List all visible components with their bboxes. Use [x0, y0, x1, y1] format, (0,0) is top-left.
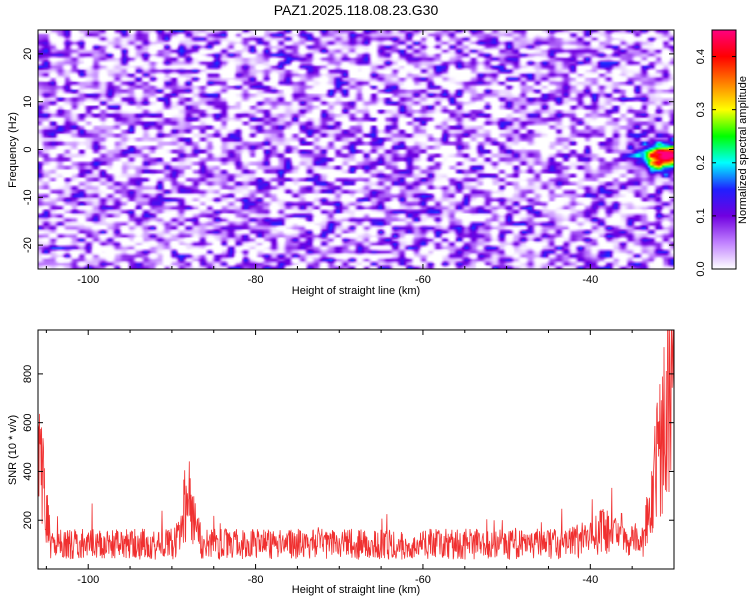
snr-panel: -100 -80 -60 -40 200 400 600 800 Height of str…: [7, 329, 675, 596]
snr-y-tick-label: 800: [22, 365, 34, 383]
snr-y-axis-label: SNR (10 * v/v): [7, 415, 19, 485]
spectrogram-x-tick-label: -80: [248, 274, 264, 286]
colorbar-tick-label: 0.2: [695, 155, 707, 170]
colorbar: 0.0 0.1 0.2 0.3 0.4 Normalized spectral ampl…: [695, 29, 749, 277]
snr-y-tick-label: 600: [22, 413, 34, 431]
snr-x-ticks: -100 -80 -60 -40: [45, 330, 675, 586]
spectrogram-y-tick-label: -20: [22, 237, 34, 253]
spectrogram-y-tick-label: -10: [22, 189, 34, 205]
spectrogram-y-tick-label: 10: [22, 96, 34, 108]
colorbar-tick-label: 0.0: [695, 261, 707, 276]
figure-title: PAZ1.2025.118.08.23.G30: [274, 2, 439, 18]
spectrogram-x-axis-label: Height of straight line (km): [292, 285, 420, 297]
snr-x-tick-label: -80: [248, 574, 264, 586]
spectrogram-y-ticks: -20 -10 0 10 20: [22, 48, 674, 253]
colorbar-tick-label: 0.1: [695, 208, 707, 223]
spectrogram-x-tick-label: -40: [582, 274, 598, 286]
colorbar-ticks: 0.0 0.1 0.2 0.3 0.4: [695, 49, 736, 277]
spectrogram-y-axis-label: Frequency (Hz): [7, 112, 19, 188]
snr-y-ticks: 200 400 600 800: [22, 365, 674, 529]
snr-x-tick-label: -100: [77, 574, 99, 586]
colorbar-frame: [711, 29, 737, 270]
snr-background: [38, 330, 674, 569]
spectrogram-x-ticks: -100 -80 -60 -40: [45, 30, 675, 286]
snr-x-axis-label: Height of straight line (km): [292, 584, 420, 596]
colorbar-tick-label: 0.3: [695, 102, 707, 117]
spectrogram-x-tick-label: -60: [415, 274, 431, 286]
spectrogram-y-tick-label: 0: [22, 146, 34, 152]
snr-x-tick-label: -40: [582, 574, 598, 586]
snr-y-tick-label: 200: [22, 511, 34, 529]
colorbar-gradient: [712, 30, 736, 269]
snr-y-tick-label: 400: [22, 462, 34, 480]
spectrogram-image: [38, 30, 674, 269]
colorbar-label: Normalized spectral amplitude: [737, 76, 749, 224]
spectrogram-x-tick-label: -100: [77, 274, 99, 286]
snr-x-tick-label: -60: [415, 574, 431, 586]
snr-series-line: [37, 329, 675, 561]
snr-frame: [37, 329, 675, 570]
colorbar-tick-label: 0.4: [695, 49, 707, 64]
spectrogram-y-tick-label: 20: [22, 48, 34, 60]
